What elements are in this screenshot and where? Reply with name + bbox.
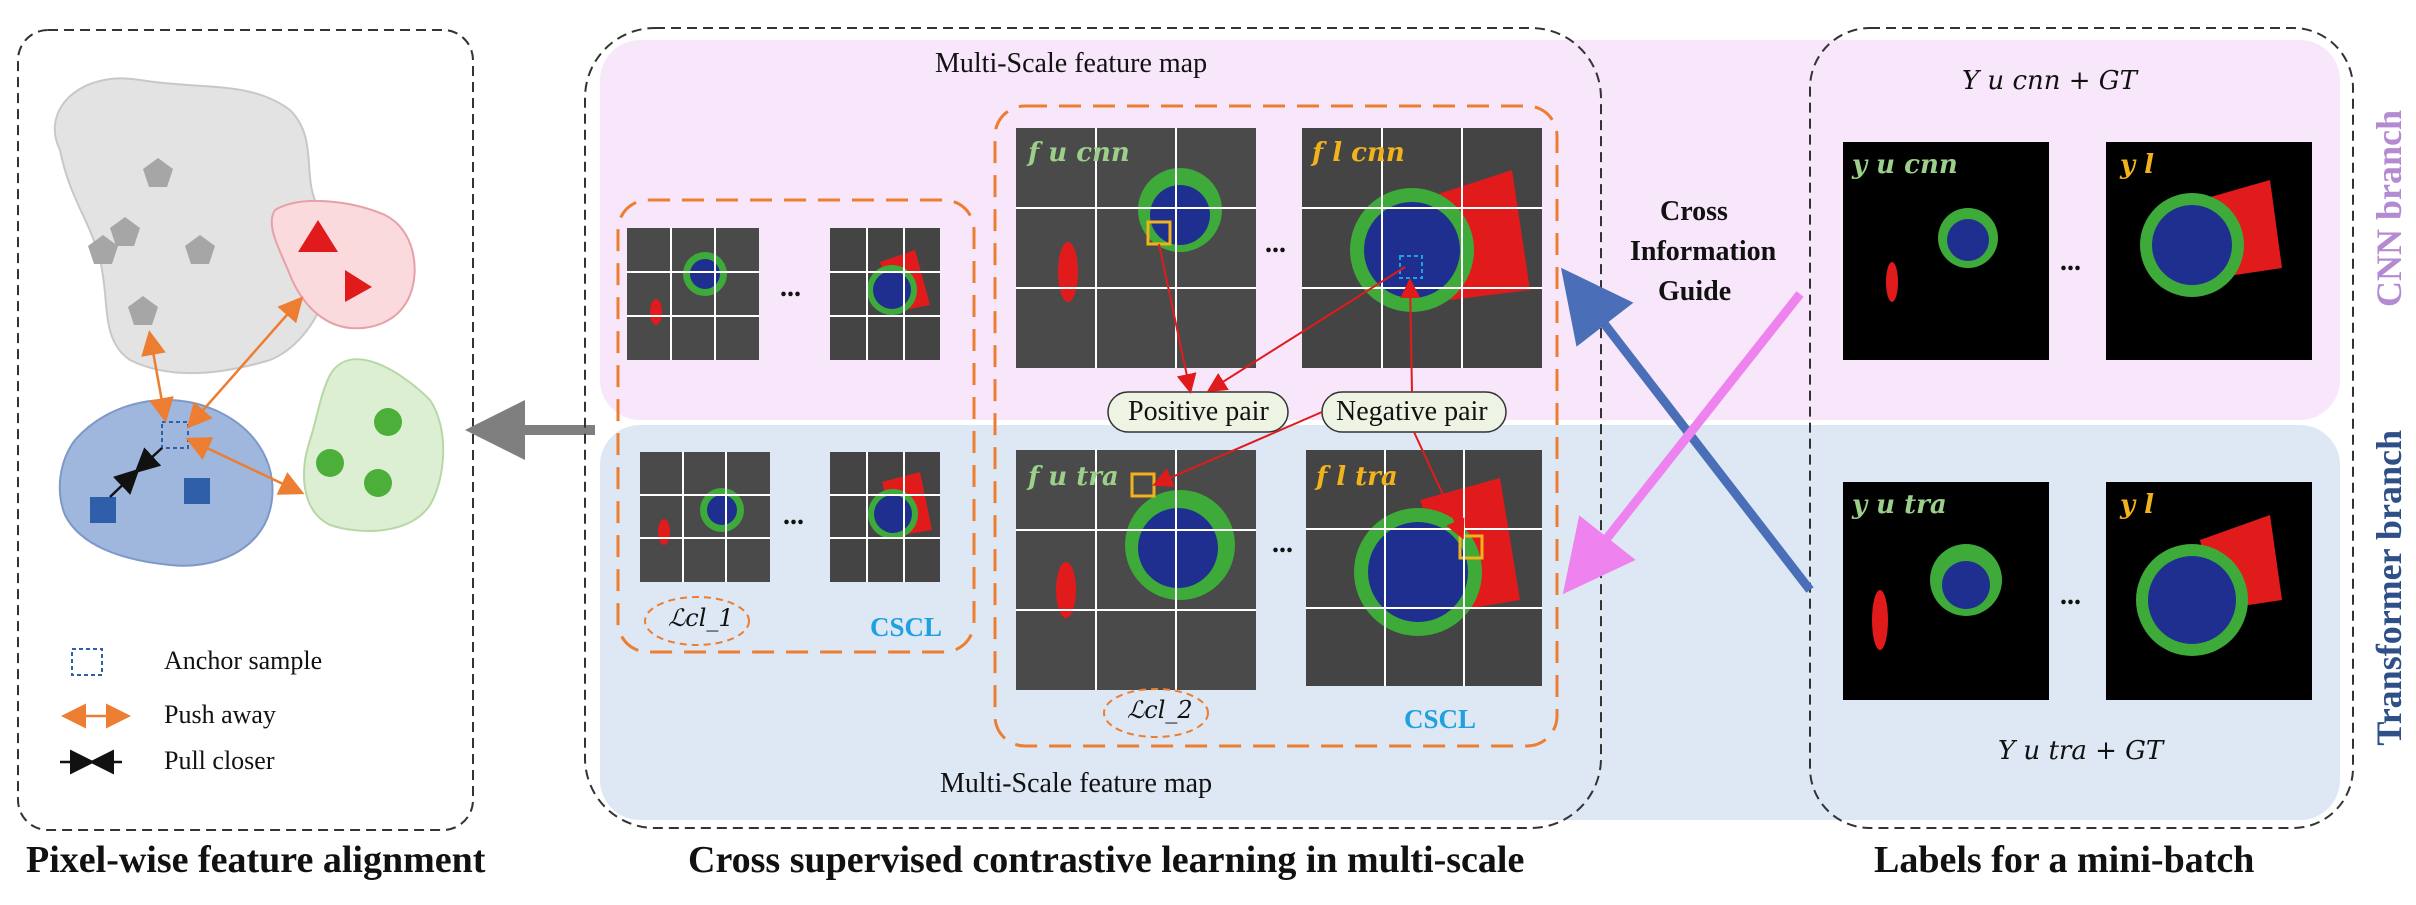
f-tra-u-label: f u tra: [1028, 462, 1119, 492]
triangle-shape: [298, 220, 338, 252]
push-away-arrow: [186, 296, 304, 429]
ellipsis: ...: [2060, 580, 2081, 611]
circle-shape: [364, 469, 392, 497]
pull-closer-arrow: [134, 447, 163, 474]
label-tile: [2106, 142, 2312, 360]
y-l-bottom-label: y l: [2120, 490, 2155, 520]
square-shape: [184, 478, 210, 504]
anchor-sample: [161, 421, 189, 449]
pull-closer-arrow: [109, 468, 140, 498]
mri-tile: [830, 452, 940, 582]
positive-pair-bubble: [1107, 391, 1289, 433]
loss-2-label: ℒcl_2: [1127, 696, 1193, 724]
scale2-box: [993, 104, 1559, 748]
label-tile: [1843, 142, 2049, 360]
label-tile: [1843, 482, 2049, 700]
left-caption: Pixel-wise feature alignment: [26, 839, 486, 881]
pentagon-shape: [143, 158, 173, 187]
pair-arrow: [1413, 431, 1465, 540]
cscl-label-2: CSCL: [1404, 704, 1477, 734]
mri-tile-ftra-l: [1306, 450, 1542, 686]
legend-anchor-icon: [71, 648, 103, 676]
positive-pair-label: Positive pair: [1128, 396, 1269, 427]
legend-anchor-label: Anchor sample: [164, 646, 323, 675]
red-cluster: [270, 200, 416, 330]
push-away-arrow: [141, 330, 174, 423]
pentagon-shape: [110, 217, 140, 246]
guide-line-1: Cross: [1660, 196, 1728, 227]
y-l-top-label: y l: [2120, 150, 2155, 180]
negative-pair-label: Negative pair: [1336, 396, 1488, 427]
f-cnn-l-label: f l cnn: [1312, 138, 1405, 168]
ellipsis: ...: [1265, 228, 1286, 259]
loss-1-label: ℒcl_1: [668, 604, 734, 632]
loss1-ellipse: [644, 596, 750, 646]
f-cnn-u-label: f u cnn: [1028, 138, 1130, 168]
pentagon-shape: [88, 235, 118, 264]
pentagon-shape: [128, 296, 158, 325]
center-caption: Cross supervised contrastive learning in…: [688, 839, 1525, 881]
top-feature-map-label: Multi-Scale feature map: [935, 48, 1208, 79]
f-tra-l-label: f l tra: [1316, 462, 1398, 492]
ellipsis: ...: [783, 500, 804, 531]
label-tile: [2106, 482, 2312, 700]
right-top-title: Y u cnn + GT: [1962, 66, 2137, 96]
cnn-branch-label: CNN branch: [2369, 110, 2409, 308]
pentagon-shape: [185, 235, 215, 264]
legend-push-label: Push away: [164, 700, 276, 729]
guide-line-3: Guide: [1658, 276, 1732, 307]
transformer-branch-label: Transformer branch: [2369, 430, 2409, 746]
triangle-shape: [345, 270, 372, 302]
right-caption: Labels for a mini-batch: [1874, 839, 2255, 881]
ellipsis: ...: [2060, 246, 2081, 277]
pair-arrow: [1158, 243, 1197, 394]
right-panel-frame: [1809, 27, 2354, 829]
square-shape: [90, 497, 116, 523]
pair-arrow: [1400, 278, 1421, 393]
y-tra-u-label: y u tra: [1852, 490, 1947, 520]
mri-tile: [627, 228, 759, 360]
mri-tile-fcnn-l: [1302, 128, 1542, 368]
cscl-label-1: CSCL: [870, 612, 943, 642]
mri-tile: [640, 452, 770, 582]
pair-arrow: [1206, 266, 1406, 393]
cross-arrow-pink: [1562, 291, 1804, 595]
bottom-feature-map-label: Multi-Scale feature map: [940, 768, 1213, 799]
guide-line-2: Information: [1630, 236, 1777, 267]
blue-cluster: [58, 399, 274, 567]
legend-pull-label: Pull closer: [164, 746, 275, 775]
loss2-ellipse: [1103, 688, 1209, 738]
mri-tile-fcnn-u: [1016, 128, 1256, 368]
mri-tile-ftra-u: [1016, 450, 1256, 690]
green-cluster: [303, 358, 445, 532]
ellipsis: ...: [1272, 528, 1293, 559]
right-bottom-title: Y u tra + GT: [1998, 736, 2164, 766]
y-cnn-u-label: y u cnn: [1852, 150, 1958, 180]
scale1-box: [616, 198, 976, 654]
mri-tile: [830, 228, 940, 360]
center-panel-frame: [584, 27, 1602, 829]
pair-arrow: [1152, 411, 1323, 487]
push-away-arrow: [185, 437, 305, 495]
ellipsis: ...: [780, 272, 801, 303]
circle-shape: [316, 449, 344, 477]
circle-shape: [374, 408, 402, 436]
